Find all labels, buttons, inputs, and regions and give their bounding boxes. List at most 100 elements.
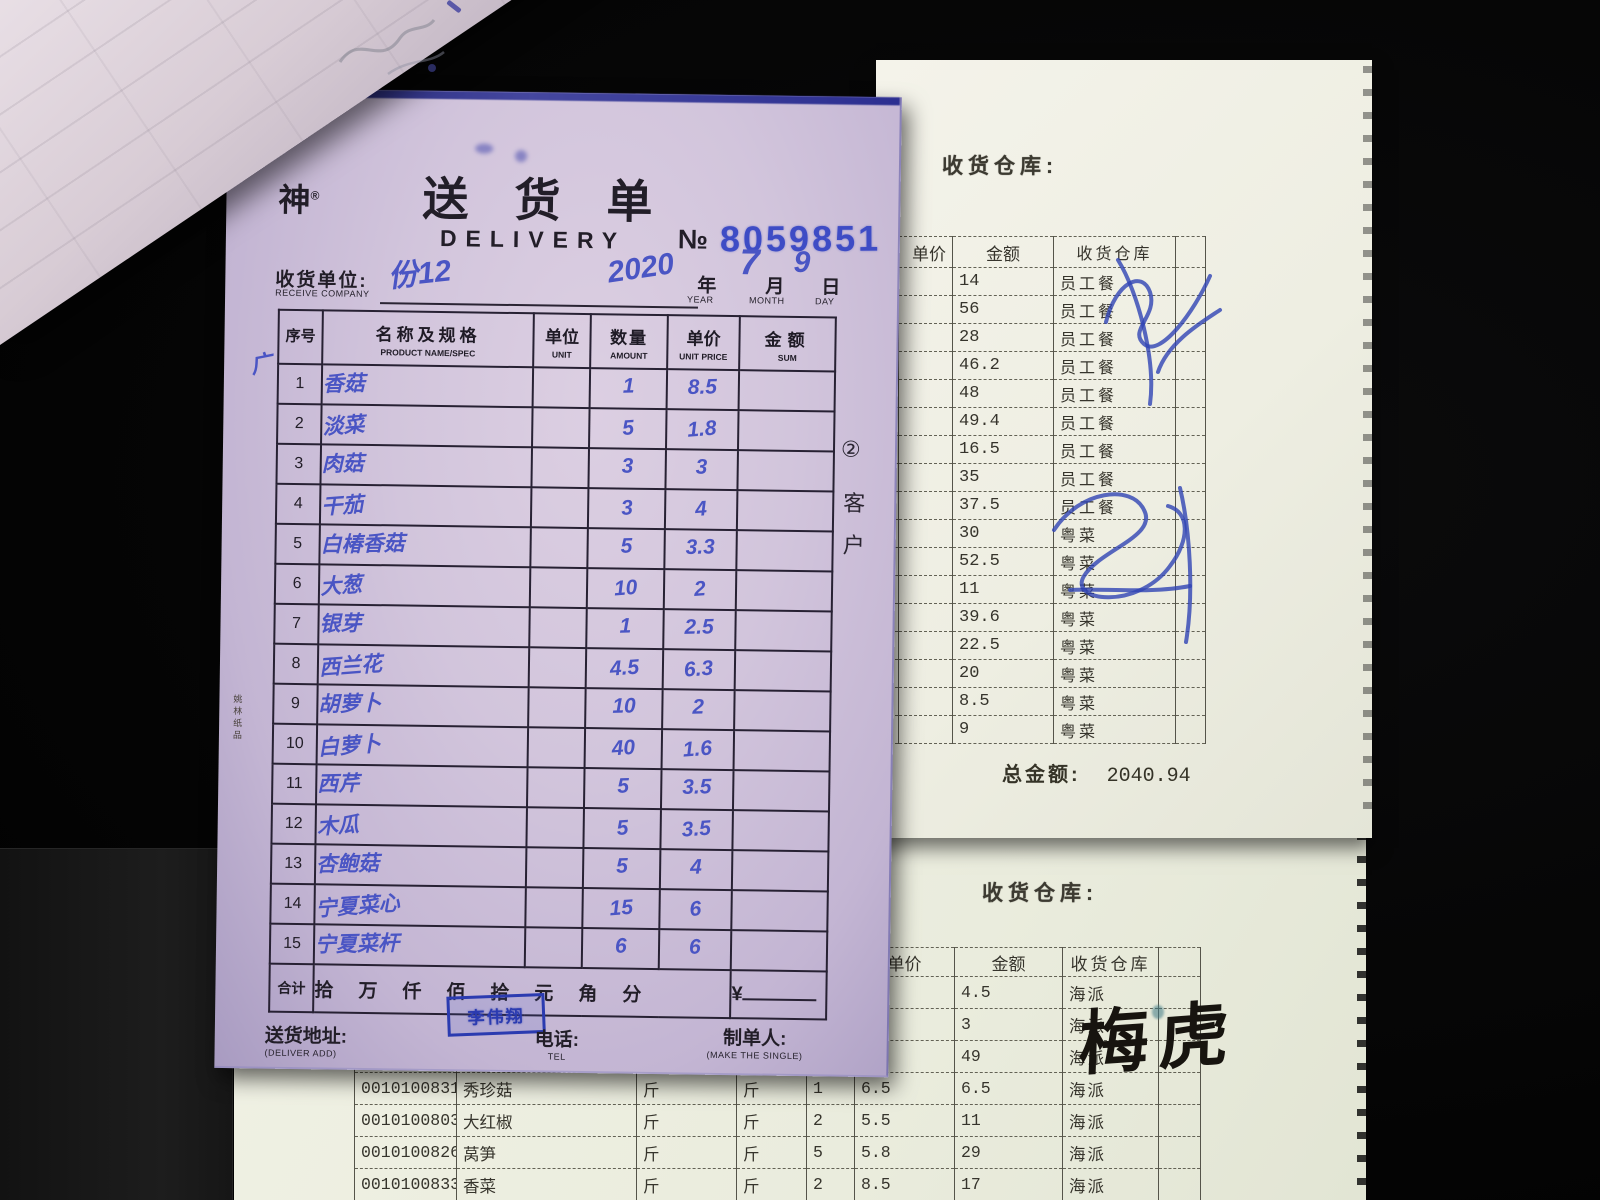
cell-amount: 20 [952,659,1054,688]
cell-product-handwritten: 宁夏菜杆 [313,924,526,968]
day-label-en: DAY [815,296,835,307]
amount-handwriting: 4.5 [608,655,640,681]
cell-product-handwritten: 大葱 [318,564,531,608]
price-handwriting: 3.5 [682,775,713,799]
cell-price: 5.5 [854,1104,955,1137]
cell-amount: 14 [952,267,1054,296]
cell-row-number: 4 [275,483,321,525]
header-warehouse: 收货仓库 [1053,236,1176,268]
cell-product-handwritten: 西芹 [316,764,528,808]
cell-extra [1175,435,1206,464]
cell-sum [737,450,834,492]
cell-amount: 35 [952,463,1054,492]
product-handwriting: 淡菜 [321,413,366,440]
cell-unit [530,527,588,569]
cell-amount-handwritten: 15 [582,888,660,930]
cell-unit2: 斤 [736,1136,807,1169]
cell-sum [735,610,832,652]
cell-price [898,463,953,492]
cell-row-number: 2 [277,403,322,445]
detail-row: 0010100826 莴笋 斤 斤 5 5.8 29 海派 [354,1136,1201,1169]
price-handwriting: 6.3 [683,656,715,682]
cell-product-handwritten: 淡菜 [321,404,533,448]
header-unit: 单位 UNIT [533,313,591,369]
price-handwriting: 6 [688,935,702,959]
price-handwriting: 2 [692,695,705,719]
cell-amount: 17 [954,1168,1063,1200]
cell-product-handwritten: 西兰花 [317,644,530,688]
cell-unit [528,687,586,729]
cell-warehouse: 员工餐 [1053,351,1176,380]
cell-warehouse: 海派 [1062,1104,1159,1137]
product-handwriting: 木瓜 [316,813,360,840]
cell-product-handwritten: 干茄 [319,484,532,528]
cell-sum [731,890,828,932]
cell-unit [529,567,588,609]
amount-handwriting: 5 [616,774,629,798]
header-row-no-cn: 序号 [285,328,316,346]
cell-unit [531,447,590,489]
cell-price [898,267,953,296]
amount-handwriting: 5 [615,816,629,840]
brand-mark: 神® [278,175,319,222]
month-label-en: MONTH [749,295,785,306]
cell-amount-handwritten: 3 [587,488,666,530]
cell-unit1: 斤 [636,1136,737,1169]
cell-warehouse: 粤菜 [1053,519,1176,548]
amount-handwriting: 1 [618,614,632,638]
amount-handwriting: 10 [613,575,638,601]
price-handwriting: 6 [688,897,703,922]
cell-sum [731,850,829,892]
registered-mark: ® [310,188,320,203]
cell-code: 0010100803 [354,1104,457,1137]
cell-amount: 37.5 [952,491,1054,520]
torn-paper-edge [1363,66,1372,813]
price-handwriting: 1.8 [686,416,718,442]
cell-sum [736,490,834,532]
price-handwriting: 1.6 [682,736,714,762]
header-sum-en: SUM [777,352,797,363]
cell-price [898,407,953,436]
cell-amount: 49.4 [952,407,1054,436]
cell-price [898,323,953,352]
cell-product-name: 大红椒 [456,1104,637,1137]
header-warehouse: 收货仓库 [1062,947,1159,977]
price-handwriting: 3.5 [681,816,713,842]
cell-price [898,687,953,716]
cell-extra [1158,976,1201,1009]
day-handwritten: 9 [793,245,811,280]
amount-handwriting: 5 [621,416,635,441]
summary-row: 56 员工餐 [808,295,1206,324]
year-label-en: YEAR [687,294,714,305]
ink-smudge [1152,1005,1164,1019]
grand-total: 总金额: 2040.94 [1002,758,1191,788]
ink-smudge [475,143,494,154]
delivery-items-table: 序号 名称及规格 PRODUCT NAME/SPEC 单位 UNIT 数量 AM… [268,309,837,1021]
cell-price [898,715,953,744]
cell-row-number: 10 [272,723,318,765]
cell-amount: 28 [952,323,1054,352]
total-blank-line [742,983,817,1001]
cell-price [898,603,953,632]
cell-extra [1158,1040,1201,1073]
cell-sum [738,370,836,412]
cell-row-number: 14 [270,883,315,925]
cell-amount-handwritten: 3 [588,448,667,490]
cell-row-number: 11 [272,763,317,805]
deliver-address-label: 送货地址: [264,1025,348,1048]
cell-price-handwritten: 1.6 [661,729,735,771]
cell-unit [532,367,591,409]
header-amount: 数量 AMOUNT [590,314,668,370]
cell-sum [734,690,831,732]
month-handwritten: 7 [739,241,760,283]
cell-product-handwritten: 白椿香菇 [319,524,531,568]
header-amount-cn: 数量 [609,327,649,348]
cell-amount: 46.2 [952,351,1054,380]
cell-amount: 30 [952,519,1054,548]
cell-price: 5.8 [854,1136,955,1169]
header-price: 单价 [898,236,953,268]
cell-unit [526,807,584,849]
ink-smudge [514,150,528,163]
tel-label: 电话: [534,1029,580,1051]
cell-warehouse: 粤菜 [1053,603,1176,632]
